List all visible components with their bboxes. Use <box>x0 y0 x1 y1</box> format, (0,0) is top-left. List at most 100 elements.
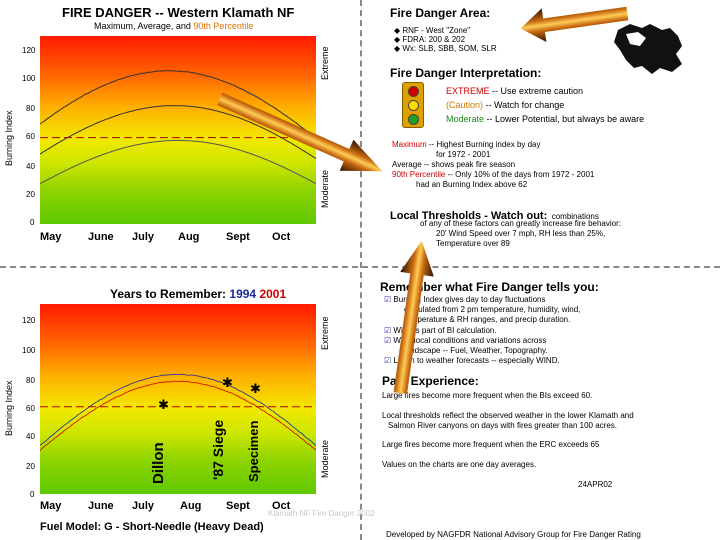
maximum-word: Maximum <box>392 140 427 149</box>
average-line: Average -- shows peak fire season <box>392 160 516 169</box>
remember-item-cont: landscape -- Fuel, Weather, Topography. <box>404 346 548 355</box>
past-paragraph: Values on the charts are one day average… <box>382 460 537 469</box>
bottom-month-label: May <box>40 500 62 512</box>
info-panel-bottom: Remember what Fire Danger tells you: ☑ B… <box>364 270 720 540</box>
past-paragraph: Large fires become more frequent when th… <box>382 391 593 400</box>
extreme-text: -- Use extreme caution <box>489 86 584 96</box>
top-ytick: 60 <box>26 132 35 141</box>
remember-item: ☑ Burning Index gives day to day fluctua… <box>384 295 546 304</box>
year-1994: 1994 <box>229 287 257 301</box>
thresholds-title: Local Thresholds - Watch out: combinatio… <box>390 207 599 223</box>
fire-name-87-siege: '87 Siege <box>210 419 226 480</box>
remember-text: Burning Index gives day to day fluctuati… <box>393 295 546 304</box>
extreme-word: EXTREME <box>446 86 490 96</box>
remember-item: ☑ Listen to weather forecasts -- especia… <box>384 356 560 365</box>
maximum-text: -- Highest Burning index by day <box>426 140 541 149</box>
fuel-model-label: Fuel Model: G - Short-Needle (Heavy Dead… <box>40 521 264 533</box>
bottom-y-axis-label: Burning Index <box>4 380 14 436</box>
year-2001: 2001 <box>259 287 287 301</box>
area-bullet-text: Wx: SLB, SBB, SOM, SLR <box>402 44 497 53</box>
top-y-axis-label: Burning Index <box>4 110 14 166</box>
top-ytick: 80 <box>26 104 35 113</box>
remember-item-cont: calculated from 2 pm temperature, humidi… <box>404 305 581 314</box>
thresholds-title-tail: combinations <box>551 212 599 221</box>
bullet-icon: ◆ <box>394 35 403 44</box>
top-moderate-label: Moderate <box>320 169 330 208</box>
maximum-line-2: for 1972 - 2001 <box>436 150 491 159</box>
bottom-month-label: Oct <box>272 500 291 512</box>
top-ytick: 120 <box>22 46 36 55</box>
bullet-icon: ◆ <box>394 44 403 53</box>
top-ytick: 40 <box>26 162 35 171</box>
series-2001 <box>40 380 316 451</box>
interpretation-title: Fire Danger Interpretation: <box>390 66 542 80</box>
subtitle-prefix: Maximum, Average, and <box>94 21 194 31</box>
top-chart-plot-area <box>40 36 316 224</box>
fire-danger-area-title: Fire Danger Area: <box>390 6 491 20</box>
percentile-line-2: had an Burning Index above 62 <box>416 180 528 189</box>
top-ytick: 0 <box>30 218 35 227</box>
red-lamp <box>408 86 419 97</box>
bottom-month-label: Sept <box>226 500 250 512</box>
top-chart-panel: FIRE DANGER -- Western Klamath NF Maximu… <box>0 0 356 262</box>
top-ytick: 100 <box>22 74 36 83</box>
threshold-line: Temperature over 89 <box>436 239 510 248</box>
info-panel-top: Fire Danger Area: ◆ RNF - West "Zone" ◆ … <box>364 0 720 262</box>
horizontal-divider <box>0 266 720 268</box>
vertical-divider <box>360 0 362 540</box>
fire-star-icon: ✱ <box>158 397 169 412</box>
top-chart-subtitle: Maximum, Average, and 90th Percentile <box>94 22 253 31</box>
fire-name-dillon: Dillon <box>150 442 167 484</box>
footer-gray-text: Klamath NF Fire Danger 2002 <box>268 509 375 518</box>
past-paragraph: Salmon River canyons on days with fires … <box>388 421 618 430</box>
area-bullet-text: FDRA: 200 & 202 <box>402 35 466 44</box>
bottom-month-label: June <box>88 500 114 512</box>
thresholds-title-main: Local Thresholds - Watch out: <box>390 210 548 222</box>
top-chart-lines <box>40 70 316 185</box>
bottom-ytick: 40 <box>26 432 35 441</box>
area-bullet: ◆ FDRA: 200 & 202 <box>394 35 465 44</box>
green-lamp <box>408 114 419 125</box>
top-month-label: Oct <box>272 231 291 243</box>
area-bullet: ◆ Wx: SLB, SBB, SOM, SLR <box>394 44 497 53</box>
subtitle-percentile: 90th Percentile <box>193 21 254 31</box>
bottom-ytick: 60 <box>26 404 35 413</box>
top-ytick: 20 <box>26 190 35 199</box>
bottom-chart-lines <box>40 373 316 451</box>
bottom-ytick: 80 <box>26 376 35 385</box>
remember-item-cont: temperature & RH ranges, and precip dura… <box>404 315 571 324</box>
remember-title: Remember what Fire Danger tells you: <box>380 280 599 294</box>
extreme-line: EXTREME -- Use extreme caution <box>446 86 583 96</box>
top-month-label: Sept <box>226 231 250 243</box>
check-icon: ☑ <box>384 295 394 304</box>
traffic-light-icon <box>402 82 424 128</box>
top-month-label: July <box>132 231 155 243</box>
bottom-chart-title: Years to Remember: 1994 2001 <box>110 288 286 300</box>
average-line <box>40 139 316 185</box>
area-map-icon <box>614 24 682 74</box>
series-1994 <box>40 373 316 446</box>
bottom-chart-plot-area <box>40 304 316 494</box>
percentile-word: 90th Percentile <box>392 170 446 179</box>
check-icon: ☑ <box>384 326 394 335</box>
years-label: Years to Remember: <box>110 287 227 301</box>
remember-text: Listen to weather forecasts -- especiall… <box>393 356 560 365</box>
bottom-ytick: 120 <box>22 316 36 325</box>
bottom-month-label: Aug <box>180 500 202 512</box>
percentile-line: 90th Percentile -- Only 10% of the days … <box>392 170 594 179</box>
bottom-ytick: 20 <box>26 462 35 471</box>
remember-text: Wind local conditions and variations acr… <box>393 336 547 345</box>
bottom-ytick: 100 <box>22 346 36 355</box>
top-chart-title: FIRE DANGER -- Western Klamath NF <box>62 5 295 20</box>
caution-line: (Caution) -- Watch for change <box>446 100 564 110</box>
moderate-word: Moderate <box>446 114 485 124</box>
fire-star-icon: ✱ <box>250 381 261 396</box>
yellow-lamp <box>408 100 419 111</box>
percentile-line <box>40 105 316 159</box>
area-bullet-text: RNF - West "Zone" <box>402 26 471 35</box>
check-icon: ☑ <box>384 336 394 345</box>
maximum-line: Maximum -- Highest Burning index by day <box>392 140 541 149</box>
past-paragraph: Local thresholds reflect the observed we… <box>382 411 634 420</box>
remember-text: Wind is part of BI calculation. <box>393 326 497 335</box>
date-stamp: 24APR02 <box>578 480 613 489</box>
